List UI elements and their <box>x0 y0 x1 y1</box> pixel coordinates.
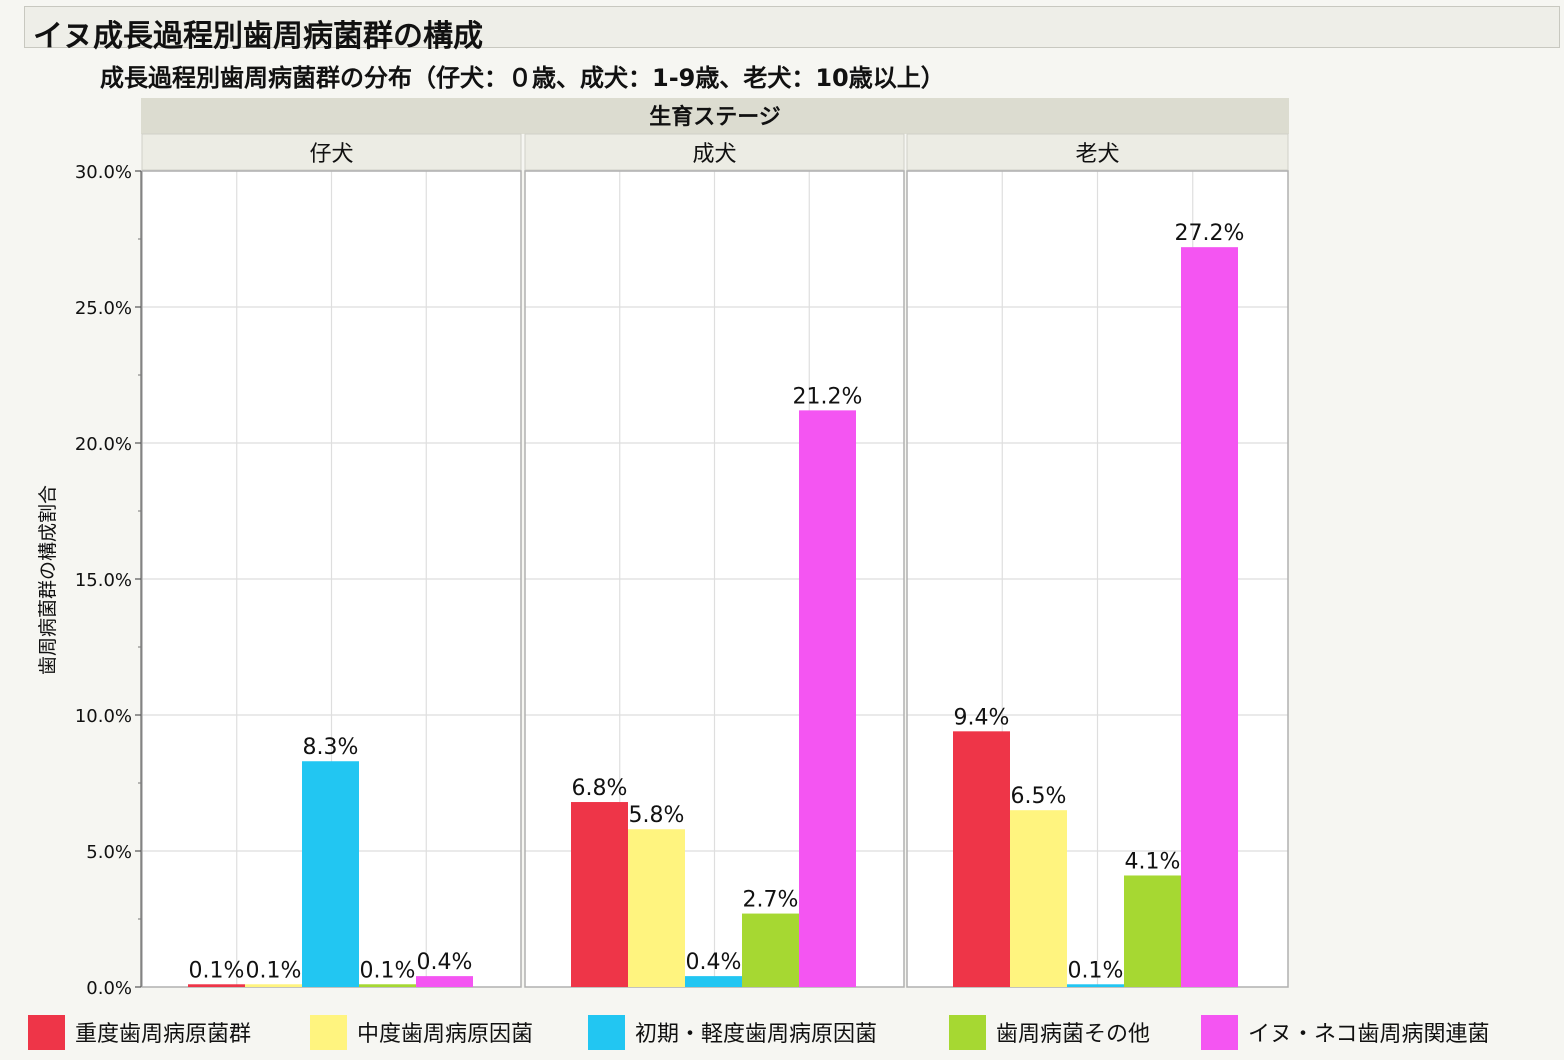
legend-item-label: 初期・軽度歯周病原因菌 <box>635 1022 877 1047</box>
bar <box>799 410 856 987</box>
group-header <box>141 98 1289 134</box>
bar-value-label: 6.8% <box>572 776 628 801</box>
bar <box>571 802 628 987</box>
legend-swatch <box>28 1015 65 1050</box>
bar-value-label: 9.4% <box>954 705 1010 730</box>
bar-value-label: 0.1% <box>360 958 416 983</box>
legend-swatch <box>588 1015 625 1050</box>
bar-value-label: 4.1% <box>1125 849 1181 874</box>
bar <box>685 976 742 987</box>
y-tick-label: 10.0% <box>75 706 132 727</box>
panel-header <box>906 133 1289 171</box>
bar-value-label: 2.7% <box>743 888 799 913</box>
bar-value-label: 0.4% <box>686 950 742 975</box>
chart-subtitle: 成長過程別歯周病菌群の分布（仔犬：０歳、成犬：1-9歳、老犬：10歳以上） <box>100 64 945 92</box>
bar <box>628 829 685 987</box>
panel-header-label: 成犬 <box>692 142 736 167</box>
legend-swatch <box>1201 1015 1238 1050</box>
y-tick-label: 5.0% <box>86 842 132 863</box>
legend-swatch <box>310 1015 347 1050</box>
bar <box>1181 247 1238 987</box>
bar-value-label: 0.1% <box>1068 958 1124 983</box>
legend-item-label: 中度歯周病原因菌 <box>357 1022 533 1047</box>
panel-header <box>524 133 905 171</box>
bar <box>953 731 1010 987</box>
bar <box>742 913 799 987</box>
panel-header-label: 仔犬 <box>309 142 353 167</box>
bar-value-label: 5.8% <box>629 803 685 828</box>
panel-header <box>141 133 522 171</box>
y-tick-label: 20.0% <box>75 434 132 455</box>
bar <box>416 976 473 987</box>
bar-value-label: 8.3% <box>303 735 359 760</box>
bar-value-label: 0.4% <box>417 950 473 975</box>
group-header-label: 生育ステージ <box>649 104 781 130</box>
title-bar: イヌ成長過程別歯周病菌群の構成 <box>24 6 1560 54</box>
y-tick-label: 0.0% <box>86 978 132 999</box>
bar <box>1124 875 1181 987</box>
bar <box>188 984 245 987</box>
bar <box>1010 810 1067 987</box>
bar <box>245 984 302 987</box>
bar-value-label: 6.5% <box>1011 784 1067 809</box>
bar <box>359 984 416 987</box>
chart-title: イヌ成長過程別歯周病菌群の構成 <box>33 19 483 54</box>
legend-item-label: 重度歯周病原菌群 <box>75 1022 251 1047</box>
bar <box>1067 984 1124 987</box>
bar-value-label: 27.2% <box>1175 221 1245 246</box>
y-tick-label: 25.0% <box>75 298 132 319</box>
panel-header-label: 老犬 <box>1075 142 1119 167</box>
legend-item-label: イヌ・ネコ歯周病関連菌 <box>1248 1022 1490 1047</box>
legend-swatch <box>949 1015 986 1050</box>
bar-value-label: 0.1% <box>189 958 245 983</box>
y-tick-label: 30.0% <box>75 162 132 183</box>
bar-value-label: 0.1% <box>246 958 302 983</box>
bar-value-label: 21.2% <box>793 384 863 409</box>
bar <box>302 761 359 987</box>
y-tick-label: 15.0% <box>75 570 132 591</box>
legend-item-label: 歯周病菌その他 <box>996 1022 1150 1047</box>
y-axis-label: 歯周病菌群の構成割合 <box>37 485 59 675</box>
